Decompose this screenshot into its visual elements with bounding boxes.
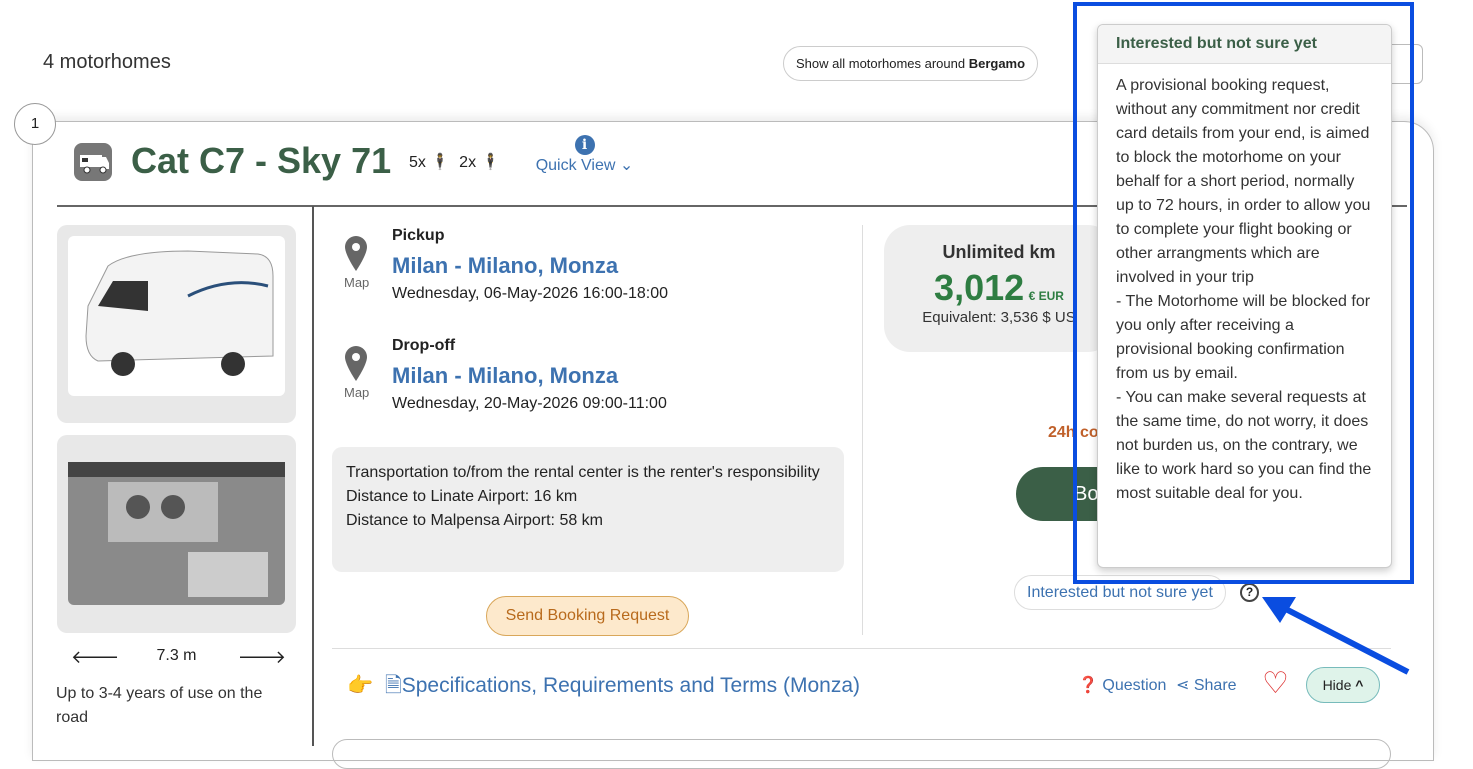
km-label: Unlimited km (942, 242, 1056, 262)
info-line: Distance to Linate Airport: 16 km (346, 488, 578, 505)
around-city: Bergamo (968, 56, 1026, 71)
dropoff-label: Drop-off (392, 337, 456, 354)
results-count: 4 motorhomes (43, 51, 171, 73)
listing-index: 1 (14, 103, 56, 145)
question-link[interactable]: ❓ Question (1078, 675, 1166, 695)
around-label: Show all motorhomes around (796, 56, 969, 71)
exterior-photo-box[interactable] (57, 225, 296, 423)
document-icon: 🗎 (384, 674, 402, 697)
motorhome-icon (74, 143, 112, 181)
adult-icon: 🕴 (430, 154, 451, 171)
children-count: 2x (459, 154, 477, 171)
column-divider (312, 206, 314, 746)
hide-label: Hide (1322, 677, 1352, 693)
annotation-arrow-icon (1262, 597, 1410, 675)
header-divider (57, 205, 1407, 207)
pickup-label: Pickup (392, 227, 445, 244)
tooltip: Interested but not sure yet A provisiona… (1097, 24, 1392, 568)
pickup-location[interactable]: Milan - Milano, Monza (392, 253, 619, 278)
show-around-button[interactable]: Show all motorhomes around Bergamo (783, 46, 1039, 81)
price-divider (862, 225, 863, 635)
prev-photo-arrow-icon[interactable]: 🡐 (71, 647, 120, 667)
tooltip-title: Interested but not sure yet (1098, 25, 1391, 64)
tooltip-body: A provisional booking request, without a… (1116, 77, 1372, 502)
help-question-icon[interactable]: ? (1240, 583, 1259, 602)
pickup-datetime: Wednesday, 06-May-2026 16:00-18:00 (392, 285, 669, 302)
hide-button[interactable]: Hide ^ (1306, 667, 1380, 703)
price-currency: € EUR (1028, 289, 1064, 303)
dropoff-map-link[interactable]: Map (344, 346, 370, 400)
capacity: 5x 🕴 2x 🕴 (409, 152, 500, 172)
info-line: Distance to Malpensa Airport: 58 km (346, 512, 604, 529)
specs-link[interactable]: 👉 🗎Specifications, Requirements and Term… (347, 671, 860, 706)
send-booking-request-button[interactable]: Send Booking Request (486, 596, 689, 636)
share-label: Share (1193, 677, 1237, 694)
map-pin-icon (345, 346, 367, 381)
next-photo-arrow-icon[interactable]: 🡒 (237, 647, 286, 667)
pickup-map-link[interactable]: Map (344, 236, 370, 290)
pickup-block: Pickup Milan - Milano, Monza Wednesday, … (392, 227, 668, 303)
dropoff-block: Drop-off Milan - Milano, Monza Wednesday… (392, 337, 667, 413)
quick-view-button[interactable]: i Quick View ⌄ (532, 135, 637, 175)
favorite-heart-icon[interactable]: ♡ (1262, 667, 1289, 700)
dropoff-location[interactable]: Milan - Milano, Monza (392, 363, 619, 388)
pointing-hand-icon: 👉 (347, 674, 374, 697)
chevron-down-icon: ⌄ (619, 157, 634, 174)
specs-label: Specifications, Requirements and Terms (… (401, 674, 861, 697)
question-circle-icon: ❓ (1078, 677, 1098, 694)
price-equivalent: Equivalent: 3,536 $ US (922, 309, 1076, 326)
usage-note: Up to 3-4 years of use on the road (56, 685, 263, 726)
footer-divider (332, 648, 1391, 649)
map-label: Map (344, 385, 370, 400)
price-amount: 3,012 (934, 267, 1025, 308)
map-pin-icon (345, 236, 367, 271)
length-value: 7.3 m (156, 647, 197, 664)
info-line: Transportation to/from the rental center… (346, 464, 820, 481)
adults-count: 5x (409, 154, 426, 171)
share-icon: ⋖ (1176, 677, 1190, 694)
highlight-box (1073, 2, 1414, 584)
interior-photo[interactable] (68, 462, 285, 605)
share-link[interactable]: ⋖ Share (1176, 675, 1237, 695)
child-icon: 🕴 (480, 154, 501, 171)
map-label: Map (344, 275, 370, 290)
info-icon: i (574, 135, 595, 155)
chevron-up-icon: ^ (1355, 677, 1364, 693)
listing-title[interactable]: Cat C7 - Sky 71 (131, 140, 392, 181)
interior-photo-box[interactable] (57, 435, 296, 633)
dropoff-datetime: Wednesday, 20-May-2026 09:00-11:00 (392, 395, 667, 412)
length-row: 🡐 7.3 m 🡒 (57, 647, 296, 667)
question-label: Question (1102, 677, 1167, 694)
transport-info: Transportation to/from the rental center… (332, 447, 844, 572)
interested-not-sure-button[interactable]: Interested but not sure yet (1014, 575, 1226, 610)
quick-view-label: Quick View (535, 157, 616, 174)
exterior-photo[interactable] (68, 236, 285, 396)
